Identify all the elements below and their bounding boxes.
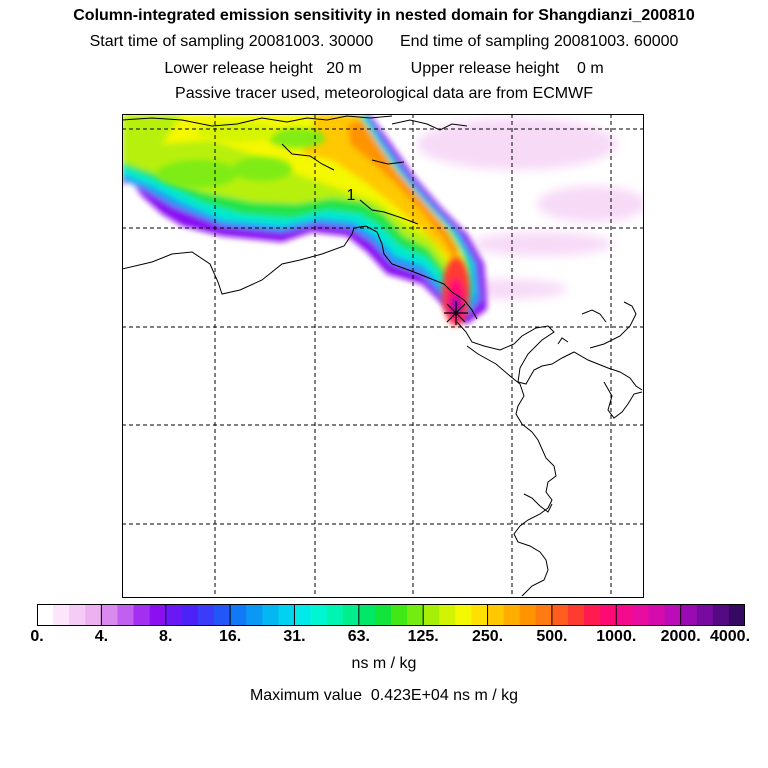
colorbar-swatch xyxy=(487,604,505,626)
map-frame xyxy=(122,114,644,598)
colorbar-swatch xyxy=(214,604,231,626)
plume-label: 1 xyxy=(347,187,356,204)
colorbar-swatch xyxy=(616,604,633,626)
colorbar-swatch xyxy=(632,604,650,626)
lower-release-height: Lower release height 20 m xyxy=(164,60,362,77)
start-time-label: Start time of sampling 20081003. 30000 xyxy=(89,33,374,50)
colorbar-swatch xyxy=(696,604,714,626)
colorbar-swatch xyxy=(85,604,102,626)
colorbar xyxy=(37,604,745,626)
coastlines xyxy=(122,115,643,597)
colorbar-swatch xyxy=(391,604,408,626)
graticule xyxy=(122,114,644,598)
colorbar-swatch xyxy=(53,604,70,626)
colorbar-swatch xyxy=(423,604,440,626)
colorbar-swatch xyxy=(230,604,247,626)
colorbar-units: ns m / kg xyxy=(351,655,417,672)
colorbar-swatch xyxy=(326,604,344,626)
colorbar-swatch xyxy=(455,604,473,626)
colorbar-tick-label: 4. xyxy=(94,628,109,645)
colorbar-swatch xyxy=(165,604,183,626)
colorbar-tick-label: 2000. xyxy=(660,628,701,645)
colorbar-tick-label: 63. xyxy=(347,628,370,645)
colorbar-swatch xyxy=(133,604,151,626)
colorbar-swatch xyxy=(600,604,617,626)
colorbar-swatch xyxy=(712,604,730,626)
colorbar-tick-label: 8. xyxy=(159,628,173,645)
colorbar-tick-label: 250. xyxy=(471,628,504,645)
tracer-info: Passive tracer used, meteorological data… xyxy=(175,85,593,102)
map-panel: 1 xyxy=(122,114,644,598)
colorbar-swatch xyxy=(310,604,328,626)
colorbar-tick-label: 1000. xyxy=(596,628,637,645)
colorbar-swatch xyxy=(439,604,456,626)
colorbar-swatch xyxy=(568,604,585,626)
maximum-value: Maximum value 0.423E+04 ns m / kg xyxy=(249,687,519,704)
colorbar-tick-label: 16. xyxy=(218,628,242,645)
colorbar-swatch xyxy=(37,604,54,626)
colorbar-swatch xyxy=(278,604,296,626)
colorbar-swatch xyxy=(519,604,537,626)
colorbar-swatches xyxy=(37,604,745,626)
colorbar-swatch xyxy=(117,604,135,626)
release-heights: Lower release height 20 m Upper release … xyxy=(0,60,768,78)
colorbar-swatch xyxy=(181,604,199,626)
upper-release-height: Upper release height 0 m xyxy=(410,60,604,77)
colorbar-swatch xyxy=(374,604,392,626)
colorbar-tick-label: 31. xyxy=(283,628,306,645)
colorbar-swatch xyxy=(407,604,424,626)
colorbar-tick-label: 4000. xyxy=(709,628,751,645)
plot-title: Column-integrated emission sensitivity i… xyxy=(73,7,695,24)
colorbar-swatch xyxy=(728,604,745,626)
colorbar-swatch xyxy=(535,604,553,626)
colorbar-swatch xyxy=(551,604,569,626)
colorbar-tick-label: 125. xyxy=(407,628,439,645)
colorbar-tick-label: 500. xyxy=(536,628,568,645)
release-point-icon xyxy=(444,301,468,325)
colorbar-swatch xyxy=(101,604,119,626)
colorbar-swatch xyxy=(680,604,698,626)
colorbar-tick-label: 0. xyxy=(30,628,44,645)
sampling-times: Start time of sampling 20081003. 30000 E… xyxy=(0,33,768,51)
colorbar-swatch xyxy=(69,604,86,626)
colorbar-swatch xyxy=(149,604,167,626)
colorbar-frame xyxy=(37,604,745,626)
colorbar-swatch xyxy=(358,604,376,626)
colorbar-swatch xyxy=(584,604,601,626)
colorbar-swatch xyxy=(503,604,521,626)
plume-field xyxy=(122,114,644,326)
colorbar-swatch xyxy=(648,604,666,626)
colorbar-swatch xyxy=(294,604,312,626)
sensitivity-map: 1 xyxy=(122,114,644,598)
colorbar-swatch xyxy=(471,604,489,626)
colorbar-swatch xyxy=(246,604,263,626)
colorbar-swatch xyxy=(262,604,279,626)
end-time-label: End time of sampling 20081003. 60000 xyxy=(400,33,679,50)
colorbar-swatch xyxy=(664,604,682,626)
colorbar-swatch xyxy=(342,604,360,626)
colorbar-swatch xyxy=(197,604,215,626)
